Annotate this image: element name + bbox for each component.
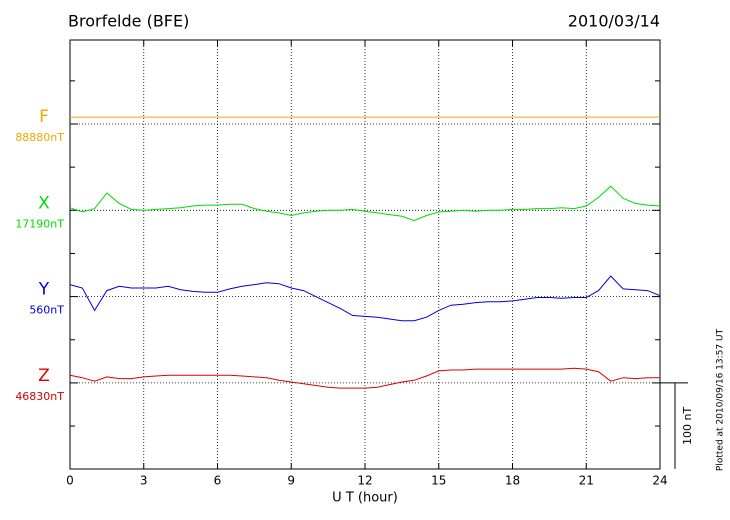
x-tick-label: 15 xyxy=(431,474,446,488)
series-name: F xyxy=(39,107,49,127)
x-tick-label: 21 xyxy=(579,474,594,488)
series-name: Z xyxy=(38,366,50,386)
series-line xyxy=(69,367,660,389)
x-tick-label: 18 xyxy=(505,474,520,488)
footnote: Plotted at 2010/09/16 13:57 UT xyxy=(716,328,726,471)
x-tick-label: 3 xyxy=(140,474,148,488)
series-name: Y xyxy=(38,280,50,300)
baseline-label: 560nT xyxy=(29,304,64,317)
series-line xyxy=(69,275,661,322)
baseline-label: 88880nT xyxy=(15,131,64,144)
x-tick-label: 6 xyxy=(214,474,222,488)
x-tick-label: 24 xyxy=(652,474,667,488)
chart-title: Brorfelde (BFE) xyxy=(68,12,189,31)
series-line xyxy=(69,185,661,222)
x-axis-label: U T (hour) xyxy=(332,491,398,506)
baseline-label: 46830nT xyxy=(15,390,64,403)
baseline-label: 17190nT xyxy=(15,217,64,230)
plot-frame xyxy=(69,39,661,470)
x-tick-label: 12 xyxy=(357,474,372,488)
chart-date: 2010/03/14 xyxy=(568,12,660,31)
x-tick-label: 0 xyxy=(66,474,74,488)
scale-bar-label: 100 nT xyxy=(681,407,694,445)
x-tick-label: 9 xyxy=(287,474,295,488)
series-name: X xyxy=(38,193,50,213)
